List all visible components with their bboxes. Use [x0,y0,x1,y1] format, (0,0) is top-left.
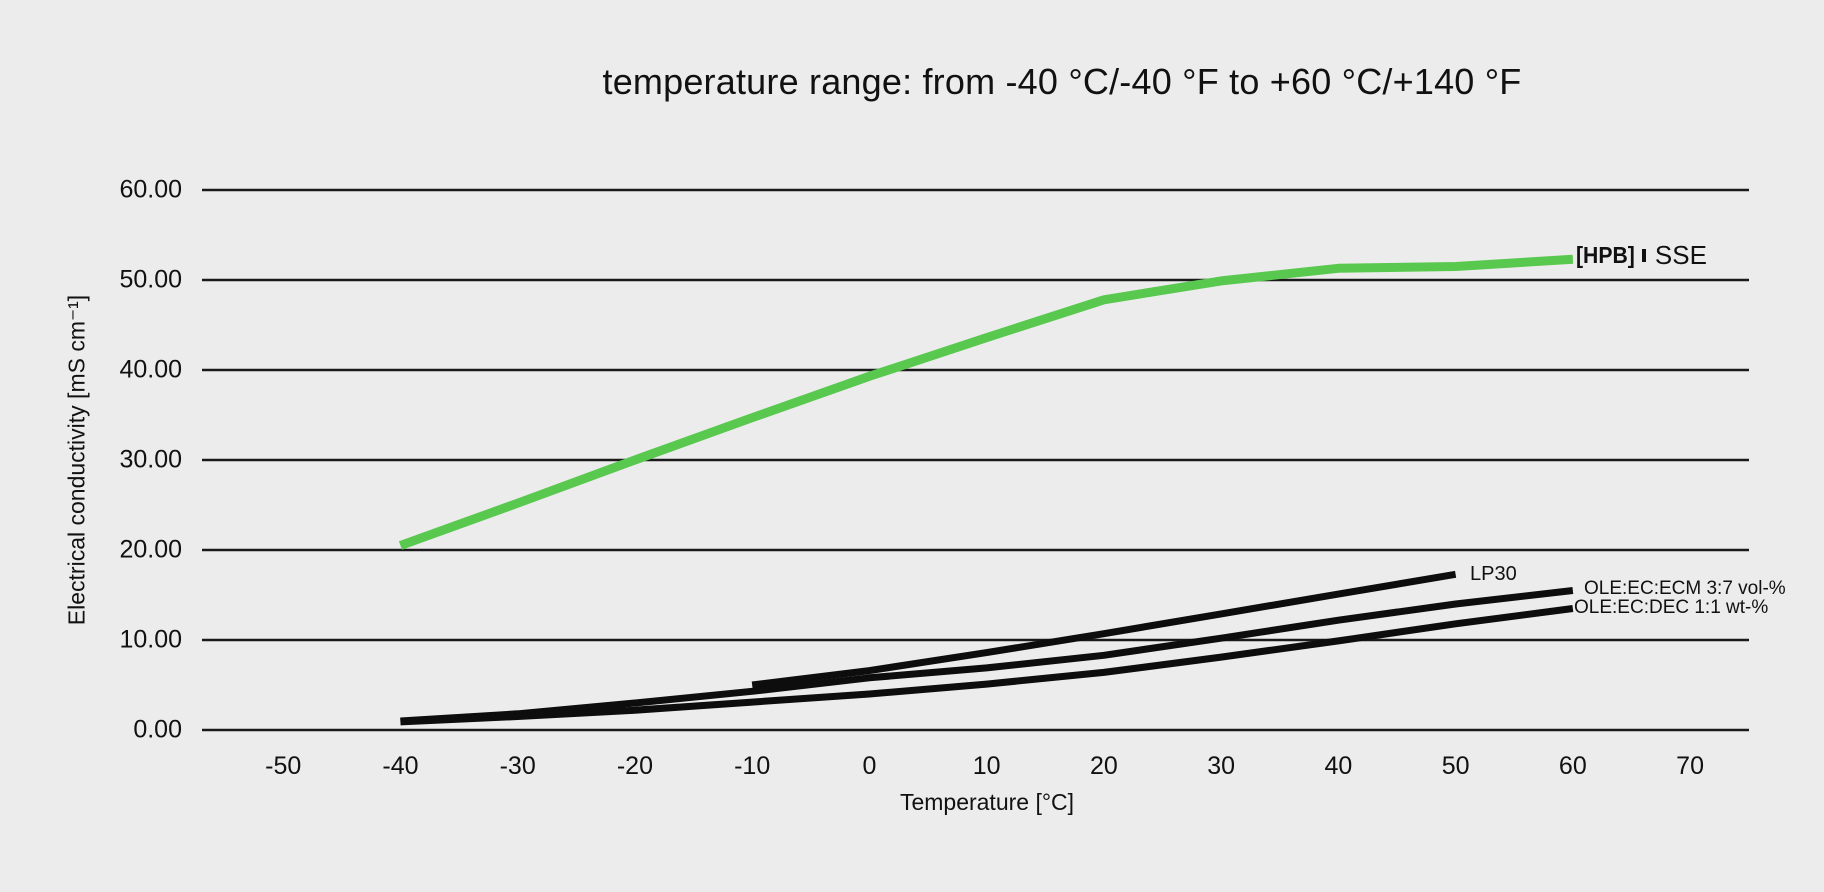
x-tick-label-10: 10 [972,752,1001,780]
chart-title: temperature range: from -40 °C/-40 °F to… [602,61,1522,102]
x-axis-title: Temperature [°C] [899,789,1075,815]
x-tick-label--40: -40 [382,752,419,780]
y-tick-label-40.00: 40.00 [119,355,182,384]
y-tick-label-10.00: 10.00 [119,625,182,654]
hpb-logo-tick-icon [1641,249,1646,262]
y-tick-label-0.00: 0.00 [133,715,182,744]
x-tick-label-20: 20 [1089,752,1118,780]
y-tick-label-20.00: 20.00 [119,535,182,564]
series-label-hpb-sse: [HPB] SSE [1576,240,1707,271]
series-label-ole-ec-ecm: OLE:EC:ECM 3:7 vol-% [1584,578,1786,599]
sse-label-text: SSE [1654,240,1707,270]
series-label-lp30: LP30 [1470,563,1517,585]
x-tick-label--20: -20 [616,752,653,780]
x-tick-label-0: 0 [862,752,877,780]
x-tick-label--10: -10 [734,752,771,780]
y-tick-label-30.00: 30.00 [119,445,182,474]
y-tick-label-50.00: 50.00 [119,265,182,294]
series-line-3 [400,605,1574,726]
x-tick-label-70: 70 [1676,752,1704,780]
x-tick-label-30: 30 [1207,752,1236,780]
x-tick-label-40: 40 [1324,752,1353,780]
hpb-logo: [HPB] [1576,242,1635,268]
x-tick-label-60: 60 [1558,752,1587,780]
x-tick-label-50: 50 [1441,752,1470,780]
x-tick-label--50: -50 [265,752,302,780]
series-label-ole-ec-dec: OLE:EC:DEC 1:1 wt-% [1574,597,1769,618]
y-tick-label-60.00: 60.00 [119,175,182,204]
series-line-2 [400,587,1574,725]
series-line-0 [398,254,1574,550]
x-tick-label--30: -30 [499,752,536,780]
series-line-1 [751,570,1457,689]
